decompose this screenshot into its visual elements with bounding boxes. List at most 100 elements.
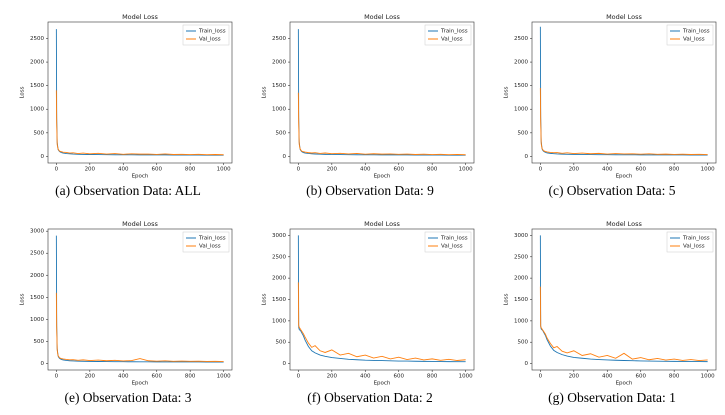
y-tick-label: 1500 [272,297,286,303]
y-tick-label: 0 [41,154,45,160]
x-tick-label: 1000 [701,374,715,380]
x-tick-label: 0 [55,374,59,380]
legend-label: Train_loss [198,236,226,242]
chart-title: Model Loss [606,220,642,228]
x-tick-label: 200 [569,167,580,173]
x-tick-label: 200 [569,374,580,380]
x-tick-label: 800 [185,374,196,380]
x-tick-label: 0 [539,374,543,380]
loss-line [539,235,708,363]
legend-label: Val_loss [199,244,221,250]
y-tick-label: 2000 [30,273,44,279]
x-axis-label: Epoch [374,174,391,180]
x-tick-label: 1000 [217,374,231,380]
loss-line [539,286,708,362]
caption: (f) Observation Data: 2 [307,390,433,405]
x-tick-label: 600 [393,374,404,380]
y-tick-label: 1000 [272,107,286,113]
chart-title: Model Loss [364,13,400,21]
y-tick-label: 1000 [272,318,286,324]
loss-line [297,235,466,363]
legend-label: Val_loss [683,244,705,250]
legend-label: Train_loss [198,29,226,35]
y-tick-label: 2000 [514,276,528,282]
plot-frame [47,21,233,164]
x-tick-label: 1000 [217,167,231,173]
caption: (a) Observation Data: ALL [55,183,201,198]
y-tick-label: 0 [283,361,287,367]
y-tick-label: 500 [276,130,287,136]
x-tick-label: 200 [327,167,338,173]
legend-label: Val_loss [441,37,463,43]
x-axis-label: Epoch [132,381,149,387]
y-tick-label: 1500 [514,83,528,89]
y-tick-label: 0 [41,361,45,367]
loss-line [55,235,224,363]
y-axis-label: Loss [504,86,510,98]
x-tick-label: 1000 [701,167,715,173]
y-tick-label: 1000 [30,317,44,323]
y-tick-label: 2000 [272,276,286,282]
legend-box [666,231,714,253]
x-axis-label: Epoch [616,174,633,180]
loss-line [297,29,466,156]
loss-line [55,90,224,156]
x-tick-label: 0 [55,167,59,173]
caption: (b) Observation Data: 9 [306,183,434,198]
x-tick-label: 800 [427,167,438,173]
x-tick-label: 600 [635,374,646,380]
x-tick-label: 600 [635,167,646,173]
y-tick-label: 2500 [514,36,528,42]
legend-label: Val_loss [199,37,221,43]
y-tick-label: 2000 [514,60,528,66]
x-tick-label: 200 [85,374,96,380]
legend-box [424,24,472,46]
y-tick-label: 3000 [30,229,44,235]
x-tick-label: 400 [360,374,371,380]
caption: (c) Observation Data: 5 [548,183,675,198]
x-axis-label: Epoch [374,381,391,387]
y-tick-label: 2500 [272,254,286,260]
y-tick-label: 2500 [514,254,528,260]
y-axis-label: Loss [262,86,268,98]
x-tick-label: 600 [151,167,162,173]
chart-title: Model Loss [122,13,158,21]
x-tick-label: 800 [427,374,438,380]
loss-line [539,88,708,156]
x-tick-label: 200 [327,374,338,380]
y-tick-label: 1500 [30,295,44,301]
y-tick-label: 0 [525,361,529,367]
loss-line [297,92,466,156]
legend-box [182,24,230,46]
x-tick-label: 800 [669,374,680,380]
legend-label: Train_loss [682,29,710,35]
x-tick-label: 400 [602,374,613,380]
legend-box [424,231,472,253]
x-tick-label: 600 [151,374,162,380]
legend-label: Train_loss [440,236,468,242]
caption: (g) Observation Data: 1 [548,390,676,405]
y-tick-label: 3000 [272,233,286,239]
loss-line [55,29,224,156]
legend-box [666,24,714,46]
y-tick-label: 2500 [272,36,286,42]
y-tick-label: 500 [34,130,45,136]
legend-box [182,231,230,253]
plot-frame [289,21,475,164]
y-tick-label: 1000 [514,107,528,113]
x-tick-label: 200 [85,167,96,173]
y-tick-label: 500 [518,130,529,136]
x-tick-label: 800 [185,167,196,173]
y-tick-label: 0 [525,154,529,160]
y-tick-label: 1500 [30,83,44,89]
x-tick-label: 400 [118,167,129,173]
y-tick-label: 2500 [30,36,44,42]
y-tick-label: 500 [276,340,287,346]
x-tick-label: 600 [393,167,404,173]
plot-frame [47,228,233,371]
y-tick-label: 1500 [272,83,286,89]
y-tick-label: 0 [283,154,287,160]
caption: (e) Observation Data: 3 [64,390,191,405]
y-tick-label: 2500 [30,251,44,257]
